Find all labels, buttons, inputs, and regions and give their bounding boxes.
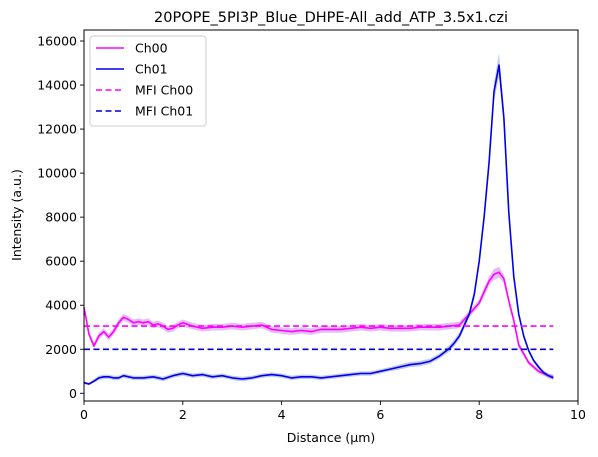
legend-label: MFI Ch00 xyxy=(135,83,193,98)
x-axis-label: Distance (μm) xyxy=(287,430,376,445)
x-tick-label: 8 xyxy=(475,407,483,422)
series-line-ch00 xyxy=(83,271,554,378)
y-axis-ticks: 0 2000 4000 6000 8000 10000 12000 14000 16000 xyxy=(37,34,84,401)
legend-label: MFI Ch01 xyxy=(135,104,193,119)
plot-area-frame xyxy=(83,29,579,402)
y-tick-label: 16000 xyxy=(37,34,77,49)
x-tick-label: 0 xyxy=(80,407,88,422)
legend-frame xyxy=(89,35,207,127)
x-tick-label: 2 xyxy=(179,407,187,422)
legend: Ch00 Ch01 MFI Ch00 MFI Ch01 xyxy=(89,35,207,127)
x-axis-ticks: 0 2 4 6 8 10 xyxy=(80,401,586,422)
y-tick-label: 4000 xyxy=(45,298,77,313)
y-axis-label: Intensity (a.u.) xyxy=(9,169,24,261)
x-tick-label: 4 xyxy=(278,407,286,422)
x-tick-label: 6 xyxy=(376,407,384,422)
y-tick-label: 14000 xyxy=(37,78,77,93)
series-band-0 xyxy=(84,266,554,379)
y-tick-label: 0 xyxy=(69,386,77,401)
y-tick-label: 6000 xyxy=(45,254,77,269)
y-tick-label: 12000 xyxy=(37,122,77,137)
error-bands xyxy=(84,53,554,386)
y-tick-label: 8000 xyxy=(45,210,77,225)
y-tick-label: 10000 xyxy=(37,166,77,181)
legend-label: Ch00 xyxy=(135,41,168,56)
series-line-ch01 xyxy=(83,64,554,385)
series-lines xyxy=(83,64,554,385)
legend-label: Ch01 xyxy=(135,62,168,77)
y-tick-label: 2000 xyxy=(45,342,77,357)
x-tick-label: 10 xyxy=(570,407,586,422)
chart-title: 20POPE_5PI3P_Blue_DHPE-All_add_ATP_3.5x1… xyxy=(154,10,508,26)
